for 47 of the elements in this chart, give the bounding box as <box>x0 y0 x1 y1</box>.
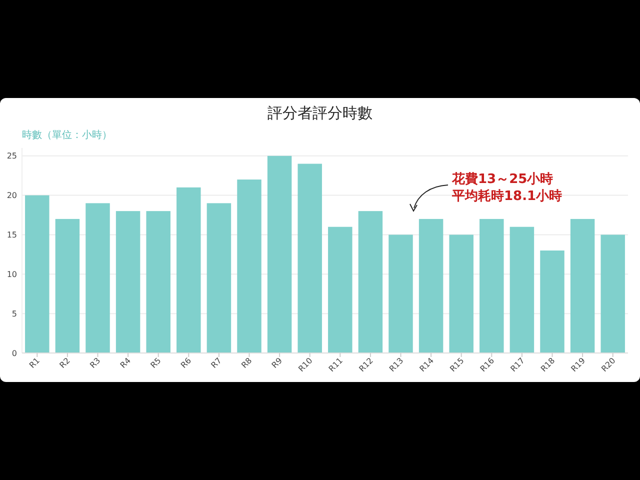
bar <box>480 218 504 353</box>
bar <box>298 164 322 353</box>
x-tick-label: R1 <box>28 356 42 370</box>
x-tick-label: R14 <box>418 356 436 374</box>
x-tick-label: R20 <box>600 356 618 374</box>
bar <box>206 203 232 353</box>
y-tick-label: 20 <box>6 191 17 200</box>
y-tick-label: 5 <box>12 309 17 318</box>
bar <box>267 156 292 353</box>
bar <box>55 218 80 353</box>
x-tick-label: R11 <box>327 356 345 374</box>
bar <box>146 211 170 353</box>
x-tick-label: R3 <box>88 356 102 370</box>
chart-title: 評分者評分時數 <box>268 104 372 122</box>
bar <box>328 226 352 353</box>
x-tick-label: R10 <box>296 356 314 374</box>
y-tick-label: 25 <box>6 152 17 161</box>
x-tick-label: R19 <box>569 356 587 374</box>
annotation: 平均耗時18.1小時 <box>451 188 562 204</box>
y-tick-label: 0 <box>12 348 17 358</box>
bar <box>510 226 534 353</box>
bar <box>358 211 383 353</box>
x-tick-label: R9 <box>270 356 284 370</box>
x-tick-label: R2 <box>58 356 72 370</box>
x-tick-label: R8 <box>240 356 254 370</box>
bar <box>540 250 564 353</box>
x-tick-label: R5 <box>148 356 163 370</box>
bar <box>449 234 474 353</box>
x-tick-label: R13 <box>388 356 406 374</box>
annotation: 花費13～25小時 <box>451 172 554 187</box>
bar <box>600 234 625 353</box>
bar <box>237 180 262 353</box>
x-tick-label: R18 <box>539 356 557 374</box>
bar <box>418 218 444 353</box>
bar <box>570 218 595 353</box>
x-tick-label: R6 <box>179 356 194 370</box>
bar <box>25 195 50 353</box>
x-tick-label: R12 <box>357 356 375 374</box>
x-tick-label: R4 <box>118 356 132 370</box>
bar <box>116 211 140 353</box>
y-tick-label: 10 <box>6 270 17 279</box>
y-tick-label: 15 <box>6 230 17 240</box>
x-tick-label: R7 <box>209 356 224 370</box>
bar <box>176 187 201 353</box>
bar <box>86 203 110 353</box>
bar <box>388 234 413 353</box>
y-axis-title: 時數（單位：小時） <box>22 129 112 141</box>
